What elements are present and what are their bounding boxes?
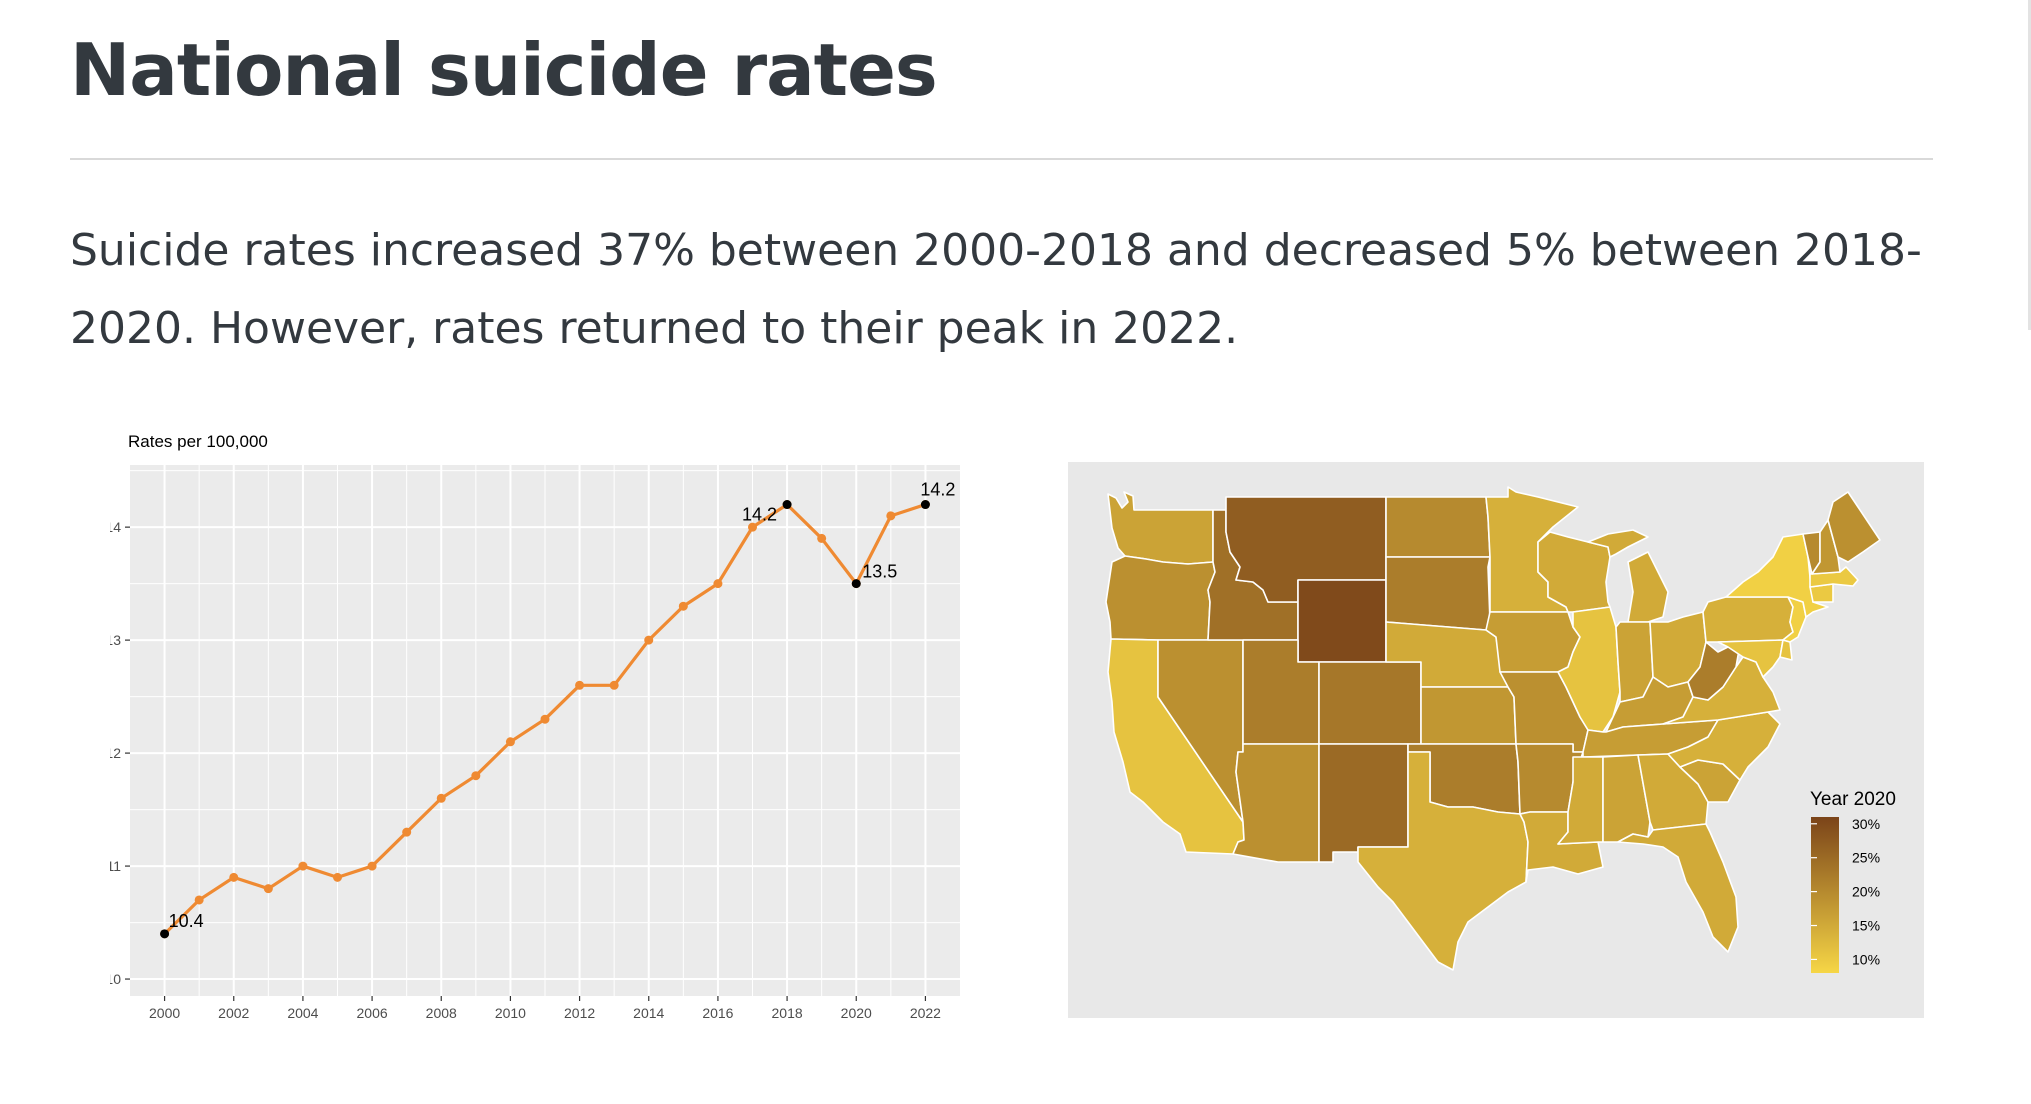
x-tick-label: 2016: [702, 1005, 733, 1021]
legend-label: 15%: [1852, 918, 1880, 934]
data-point: [333, 872, 342, 882]
x-tick-label: 2002: [218, 1005, 249, 1021]
grid-lines: [130, 465, 960, 996]
state-new-mexico: [1318, 743, 1409, 863]
us-choropleth-map: Year 2020 30% 25% 20% 15% 10%: [1068, 462, 1924, 1018]
point-label: 14.2: [742, 505, 777, 525]
legend-label: 30%: [1852, 816, 1880, 832]
summary-text: Suicide rates increased 37% between 2000…: [70, 225, 1922, 354]
legend-label: 10%: [1852, 951, 1880, 967]
x-tick-label: 2020: [841, 1005, 872, 1021]
scrollbar[interactable]: [2028, 0, 2031, 330]
rate-series: [160, 500, 930, 939]
data-point: [402, 827, 412, 837]
data-point: [298, 861, 308, 871]
data-point: [678, 601, 688, 611]
data-point: [644, 635, 654, 645]
data-point: [436, 793, 446, 803]
x-axis: 2000 2002 2004 2006 2008 2010 2012 2014 2016 2018…: [149, 996, 941, 1021]
annotations: 10.4 14.2 13.5 14.2: [160, 480, 955, 939]
data-point: [886, 511, 896, 521]
highlight-point: [782, 500, 792, 510]
point-label: 14.2: [920, 480, 955, 500]
state-wyoming: [1297, 579, 1387, 663]
data-point: [817, 533, 827, 543]
line-chart: Rates per 100,000 1011121314 20002002200…: [110, 432, 960, 1021]
state-iowa: [1485, 611, 1581, 673]
state-texas: [1357, 751, 1529, 971]
state-arizona: [1232, 743, 1320, 863]
legend-label: 25%: [1852, 850, 1880, 866]
x-tick-label: 2008: [426, 1005, 457, 1021]
x-tick-label: 2022: [910, 1005, 941, 1021]
state-delaware: [1779, 639, 1793, 661]
state-oregon: [1105, 555, 1216, 641]
data-point: [609, 680, 619, 690]
data-point: [367, 861, 377, 871]
state-kansas: [1420, 686, 1517, 745]
highlight-point: [160, 929, 170, 939]
data-point: [471, 771, 481, 781]
y-tick-label: 12: [110, 745, 121, 761]
data-point: [713, 579, 723, 589]
x-tick-label: 2006: [357, 1005, 388, 1021]
state-florida: [1617, 823, 1739, 953]
y-axis-title: Rates per 100,000: [128, 432, 268, 451]
data-point: [748, 522, 757, 532]
highlight-point: [920, 500, 930, 510]
legend-colorbar: [1811, 817, 1839, 973]
y-tick-label: 10: [110, 971, 121, 987]
y-tick-label: 13: [110, 632, 121, 648]
x-tick-label: 2014: [633, 1005, 664, 1021]
state-maine: [1827, 491, 1881, 563]
data-point: [540, 714, 550, 724]
legend-title: Year 2020: [1810, 789, 1896, 810]
legend-label: 20%: [1852, 884, 1880, 900]
y-tick-label: 14: [110, 519, 121, 535]
data-point: [194, 895, 204, 905]
data-point: [575, 680, 585, 690]
state-north-dakota: [1385, 496, 1491, 558]
state-wisconsin: [1537, 531, 1611, 613]
state-north-carolina: [1667, 711, 1781, 781]
data-point: [229, 872, 239, 882]
data-point: [505, 737, 515, 747]
highlight-point: [851, 579, 861, 589]
y-tick-label: 11: [110, 858, 121, 874]
title-divider: [70, 158, 1933, 160]
x-tick-label: 2004: [287, 1005, 318, 1021]
state-colorado: [1318, 661, 1422, 745]
state-south-dakota: [1385, 556, 1491, 631]
state-pennsylvania: [1702, 596, 1794, 643]
x-tick-label: 2018: [772, 1005, 803, 1021]
state-michigan: [1587, 529, 1669, 623]
point-label: 13.5: [862, 562, 897, 582]
map-legend: Year 2020 30% 25% 20% 15% 10%: [1810, 789, 1896, 973]
point-label: 10.4: [169, 911, 204, 931]
x-tick-label: 2010: [495, 1005, 526, 1021]
y-axis: 10 11 12 13 14: [110, 519, 130, 987]
state-massachusetts: [1809, 566, 1859, 588]
x-tick-label: 2000: [149, 1005, 180, 1021]
data-point: [263, 884, 273, 894]
page-title: National suicide rates: [70, 28, 938, 112]
x-tick-label: 2012: [564, 1005, 595, 1021]
